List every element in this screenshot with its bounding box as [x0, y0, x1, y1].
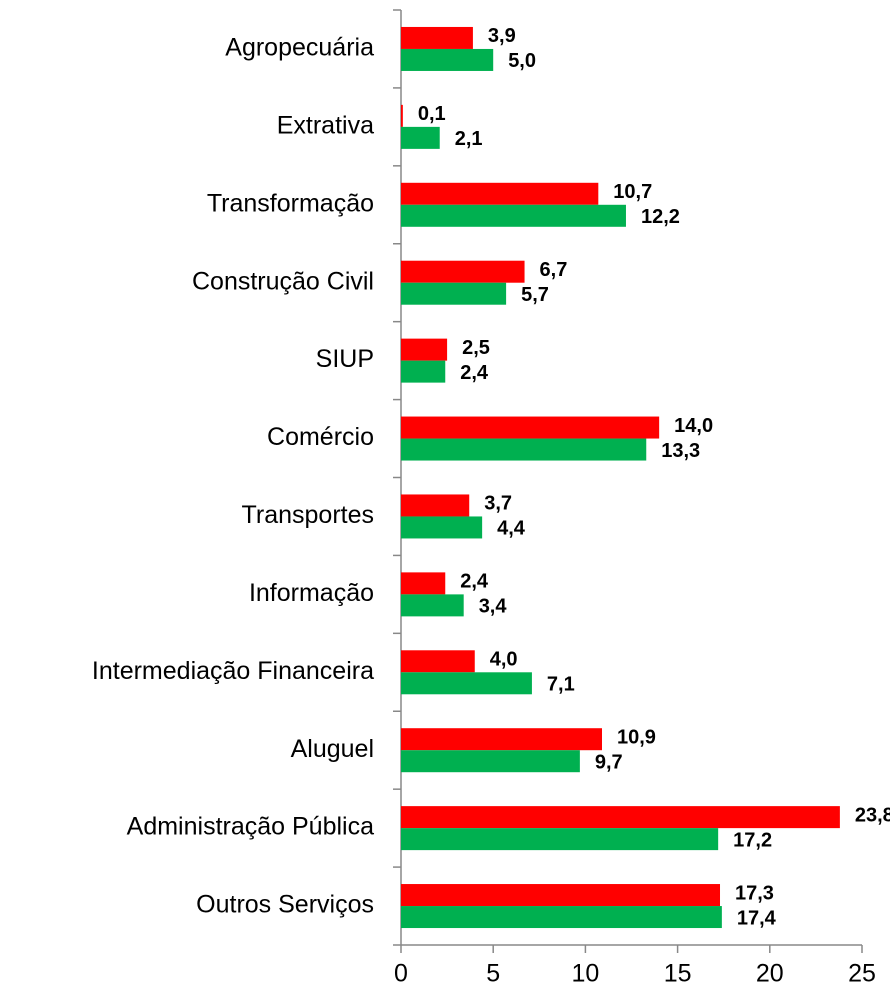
bar	[401, 416, 660, 439]
x-tick-label: 25	[848, 960, 876, 988]
bar	[401, 728, 602, 751]
category-label: Intermediação Financeira	[92, 657, 374, 685]
bar	[401, 282, 507, 305]
bar	[401, 516, 483, 539]
bar	[401, 672, 532, 695]
value-label: 14,0	[674, 415, 713, 437]
value-label: 5,0	[508, 50, 536, 72]
category-label: Agropecuária	[225, 34, 374, 62]
value-label: 0,1	[418, 103, 446, 125]
bar	[401, 260, 525, 283]
value-label: 2,1	[455, 128, 483, 150]
value-label: 17,3	[735, 882, 774, 904]
category-label: Comércio	[267, 423, 374, 451]
category-label: SIUP	[316, 345, 374, 373]
value-label: 3,9	[488, 25, 516, 47]
bar	[401, 594, 464, 617]
value-label: 9,7	[595, 751, 623, 773]
category-label: Administração Pública	[127, 813, 374, 841]
value-label: 7,1	[547, 674, 575, 696]
bar	[401, 182, 599, 205]
x-tick-label: 20	[756, 960, 784, 988]
bar	[401, 494, 470, 517]
bar	[401, 572, 446, 595]
category-label: Transformação	[207, 189, 374, 217]
bar	[401, 828, 719, 851]
value-label: 3,7	[484, 493, 512, 515]
bar	[401, 126, 440, 149]
category-label: Transportes	[242, 501, 374, 529]
value-label: 4,0	[490, 649, 518, 671]
x-tick-label: 0	[394, 960, 408, 988]
bar	[401, 360, 446, 383]
category-label: Informação	[249, 579, 374, 607]
bar	[401, 806, 840, 829]
category-label: Outros Serviços	[196, 891, 374, 919]
value-label: 17,2	[733, 829, 772, 851]
bar	[401, 884, 721, 907]
x-tick-label: 15	[664, 960, 692, 988]
value-label: 4,4	[497, 518, 526, 540]
value-label: 3,4	[479, 596, 508, 618]
bar	[401, 48, 494, 71]
bar	[401, 104, 403, 127]
bar	[401, 338, 448, 361]
x-tick-label: 5	[486, 960, 500, 988]
x-tick-label: 10	[571, 960, 599, 988]
value-label: 13,3	[661, 440, 700, 462]
category-label: Extrativa	[277, 111, 374, 139]
bar	[401, 650, 475, 673]
bar	[401, 750, 580, 773]
value-label: 17,4	[737, 907, 777, 929]
bar	[401, 204, 626, 227]
value-label: 23,8	[855, 804, 890, 826]
category-label: Construção Civil	[192, 267, 374, 295]
value-label: 10,9	[617, 726, 656, 748]
bar	[401, 906, 722, 929]
value-label: 2,4	[460, 362, 489, 384]
category-label: Aluguel	[291, 735, 374, 763]
value-label: 5,7	[521, 284, 549, 306]
value-label: 12,2	[641, 206, 680, 228]
value-label: 2,4	[460, 571, 489, 593]
bar	[401, 438, 647, 461]
bar	[401, 26, 473, 49]
value-label: 10,7	[613, 181, 652, 203]
value-label: 2,5	[462, 337, 490, 359]
value-label: 6,7	[540, 259, 568, 281]
